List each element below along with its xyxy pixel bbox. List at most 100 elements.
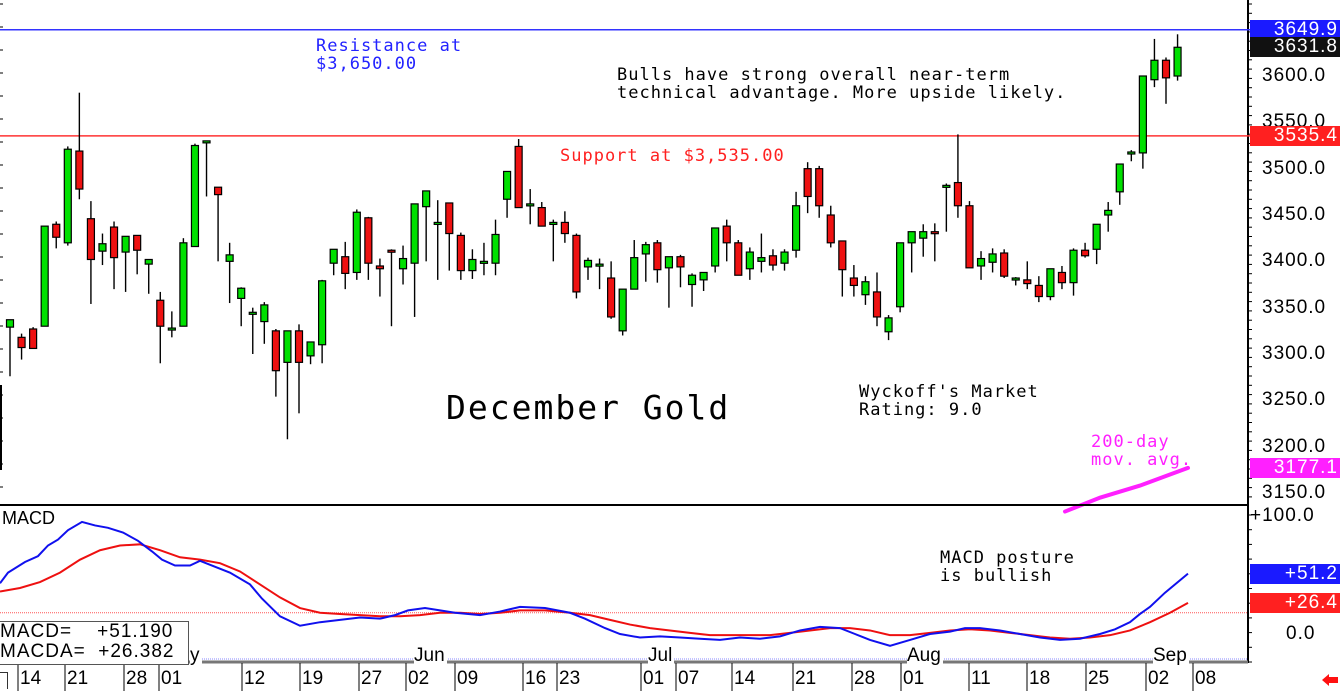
price-tick-label: 3450.0 (1262, 204, 1327, 225)
candle-body (29, 328, 38, 350)
candle-body (109, 226, 119, 259)
date-label: 01 (643, 668, 665, 689)
date-label: 11 (971, 668, 991, 689)
date-label: 02 (408, 668, 430, 689)
candle-body (491, 233, 500, 264)
scroll-left-arrow-icon[interactable] (1322, 673, 1338, 686)
candle-body (202, 140, 211, 144)
candle-body (653, 242, 662, 271)
price-tag: 3535.4 (1250, 125, 1340, 146)
candle-body (595, 263, 604, 267)
candle-body (248, 311, 257, 315)
candle-body (699, 271, 708, 281)
date-label: 23 (559, 668, 581, 689)
macd-title: MACD (2, 508, 55, 528)
candle-body (780, 251, 789, 264)
candle-body (1034, 284, 1043, 298)
candle-body (306, 341, 315, 357)
candle-body (826, 214, 835, 244)
candle-body (422, 190, 431, 208)
candle-body (121, 235, 130, 253)
price-tick-label: 3200.0 (1262, 435, 1327, 457)
candle-body (1127, 151, 1136, 155)
price-tick-label: 3150.0 (1262, 482, 1327, 503)
candle-body (398, 257, 408, 270)
candle-body (468, 258, 477, 272)
candle-body (1092, 223, 1101, 250)
date-label: 14 (734, 668, 756, 689)
candle-body (1000, 252, 1009, 277)
candle-body (271, 330, 280, 372)
candle-body (1011, 277, 1020, 281)
date-label: 28 (854, 668, 876, 689)
candle-body (976, 257, 986, 267)
date-label: 21 (795, 668, 817, 689)
chart-toggle-checkbox[interactable] (0, 672, 8, 689)
candle-body (433, 221, 442, 226)
month-label: y (190, 645, 202, 667)
candle-body (1069, 249, 1078, 284)
candle-body (144, 258, 153, 265)
candle-body (63, 148, 72, 244)
candle-body (1080, 249, 1090, 257)
candle-body (583, 259, 593, 268)
candle-body (930, 231, 939, 235)
candle-body (375, 265, 385, 270)
month-label: Sep (1153, 645, 1189, 667)
date-label: 16 (525, 668, 547, 689)
macd-readout-box: MACD= +51.190 MACDA= +26.382 (0, 621, 189, 665)
date-label: 01 (903, 668, 925, 689)
candle-body (1161, 59, 1171, 79)
candle-body (1115, 163, 1124, 193)
moving-average-label: 200-day mov. avg. (1091, 432, 1193, 470)
candle-body (364, 217, 373, 264)
candle-body (5, 319, 15, 328)
candle-body (630, 257, 639, 290)
candle-body (803, 168, 812, 198)
price-tick-label: 3600.0 (1262, 65, 1327, 86)
date-label: 18 (1029, 668, 1051, 689)
candle-body (641, 244, 650, 255)
candle-body (849, 277, 858, 287)
candle-body (1104, 209, 1113, 216)
price-tag: 3631.8 (1250, 36, 1340, 57)
macd-readout-value: MACD= +51.190 (0, 621, 174, 642)
macd-note: MACD posture is bullish (940, 548, 1075, 586)
candle-body (318, 280, 327, 346)
date-label: 27 (361, 668, 383, 689)
candle-body (237, 287, 246, 300)
candle-body (872, 291, 882, 318)
candle-body (560, 221, 569, 235)
date-label: 07 (678, 668, 700, 689)
candle-body (734, 242, 743, 276)
month-label: Aug (907, 645, 943, 667)
outlook-annotation: Bulls have strong overall near-term tech… (617, 65, 1067, 103)
macda-readout-value: MACDA= +26.382 (0, 641, 175, 662)
candle-body (1023, 279, 1032, 285)
candle-body (225, 254, 234, 262)
candle-body (722, 225, 731, 244)
candle-body (884, 317, 893, 333)
price-tick-label: 3250.0 (1262, 389, 1327, 411)
candle-body (213, 186, 223, 196)
candle-body (1046, 268, 1055, 298)
candle-body (190, 144, 200, 248)
date-label: 12 (244, 668, 266, 689)
date-label: 28 (126, 668, 148, 689)
macd-tick-label: +100.0 (1250, 505, 1315, 526)
candle-body (75, 150, 84, 190)
candle-body (953, 181, 963, 207)
candle-body (456, 234, 465, 272)
candle-body (919, 231, 928, 239)
candle-body (283, 330, 292, 363)
macd-signal-line (0, 543, 1189, 640)
price-tick-label: 3500.0 (1262, 157, 1327, 179)
date-label: 08 (1195, 668, 1217, 689)
candle-body (791, 205, 801, 251)
candle-body (98, 243, 107, 252)
candle-body (1138, 75, 1147, 154)
price-tick-label: 3300.0 (1262, 343, 1327, 364)
candle-body (410, 203, 419, 264)
candle-body (757, 257, 766, 262)
candle-body (52, 223, 61, 238)
